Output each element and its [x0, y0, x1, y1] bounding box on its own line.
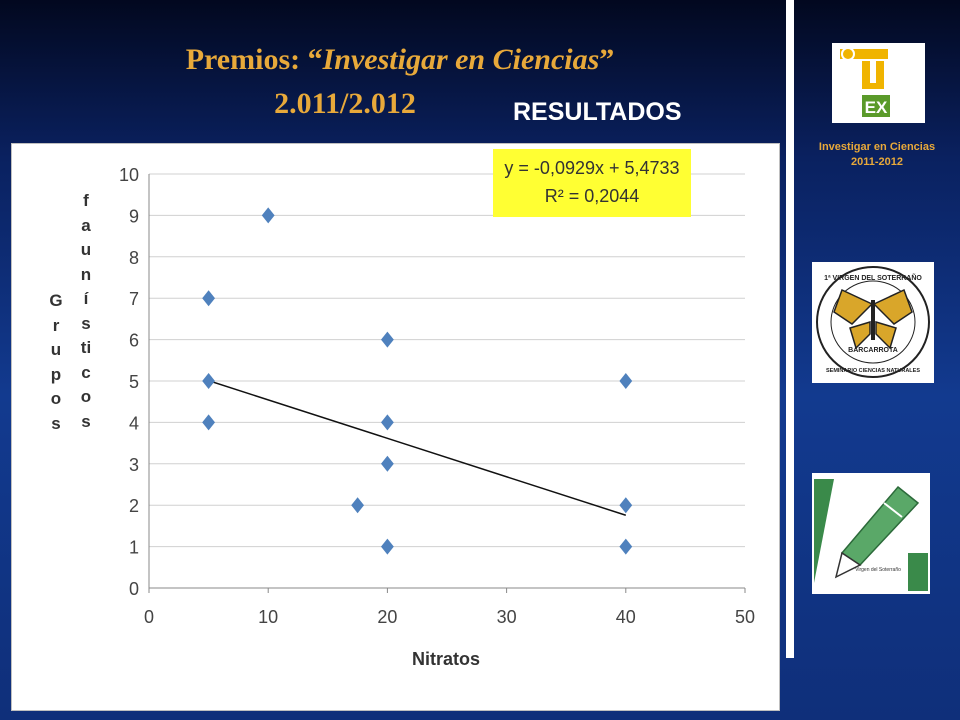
data-points	[202, 207, 633, 555]
x-tick-label: 30	[497, 607, 517, 627]
chart-panel: 0 1 2 3 4 5 6 7 8 9 10 0 10 20 30 40 50 y = -0,0929x + 5…	[11, 143, 780, 711]
scatter-chart: 0 1 2 3 4 5 6 7 8 9 10 0 10 20 30 40 50	[119, 165, 755, 627]
uex-logo-graphic: EX	[840, 47, 890, 117]
pen-logo-text: Virgen del Soterraño	[855, 567, 901, 573]
y-tick-label: 8	[129, 248, 139, 268]
x-tick-label: 0	[144, 607, 154, 627]
axes: 0 1 2 3 4 5 6 7 8 9 10 0 10 20 30 40 50	[119, 165, 755, 627]
data-point	[381, 538, 394, 555]
slide-subtitle: RESULTADOS	[513, 98, 682, 126]
title-italic: Investigar en Ciencias	[322, 43, 600, 76]
slide-title: Premios: “Investigar en Ciencias” 2.011/…	[60, 38, 740, 126]
sidebar-caption-line2: 2011-2012	[851, 156, 903, 168]
y-tick-label: 4	[129, 413, 139, 433]
gridlines	[149, 173, 745, 589]
y-tick-label: 3	[129, 455, 139, 475]
seminario-mid-text: BARCARROTA	[848, 347, 898, 354]
data-point	[261, 207, 275, 224]
data-point	[202, 414, 215, 431]
trendline	[208, 379, 627, 516]
title-year: 2.011/2.012	[274, 87, 416, 120]
title-suffix: ”	[599, 43, 615, 76]
data-point	[202, 290, 215, 307]
data-point	[381, 414, 394, 431]
y-tick-label: 1	[129, 538, 139, 558]
seminario-bottom-text: SEMINARIO CIENCIAS NATURALES	[826, 368, 920, 374]
y-tick-label: 10	[119, 165, 139, 185]
trendline-r2: R² = 0,2044	[544, 186, 640, 206]
y-tick-label: 0	[129, 579, 139, 599]
data-point	[619, 497, 633, 514]
trendline-equation-box: y = -0,0929x + 5,4733 R² = 0,2044	[493, 149, 691, 217]
pen-icon: Virgen del Soterraño	[814, 479, 928, 591]
data-point	[619, 373, 633, 389]
uex-logo-text: EX	[865, 98, 888, 117]
y-tick-label: 9	[129, 206, 139, 226]
y-axis-label-word2: faunísticos	[80, 191, 92, 431]
butterfly-emblem: 1ª VIRGEN DEL SOTERRAÑO BARCARROTA SEMIN…	[816, 266, 930, 378]
seminario-logo: 1ª VIRGEN DEL SOTERRAÑO BARCARROTA SEMIN…	[812, 262, 934, 383]
x-tick-label: 20	[377, 607, 397, 627]
sidebar-divider	[786, 0, 794, 658]
pen-logo: Virgen del Soterraño	[812, 473, 930, 594]
sidebar-caption-line1: Investigar en Ciencias	[818, 141, 936, 153]
y-tick-label: 2	[129, 496, 139, 516]
data-point	[381, 455, 394, 472]
trendline-equation: y = -0,0929x + 5,4733	[504, 158, 680, 178]
y-tick-label: 6	[129, 331, 139, 351]
trendline-layer	[208, 379, 627, 516]
x-tick-label: 50	[735, 607, 755, 627]
x-axis-label: Nitratos	[411, 649, 480, 669]
data-point	[381, 331, 394, 348]
x-tick-label: 40	[616, 607, 636, 627]
data-point	[619, 538, 633, 555]
x-tick-label: 10	[258, 607, 278, 627]
sidebar-caption: Investigar en Ciencias 2011-2012	[802, 140, 952, 170]
y-tick-label: 5	[129, 372, 139, 392]
seminario-top-text: 1ª VIRGEN DEL SOTERRAÑO	[824, 273, 922, 282]
data-point	[202, 373, 215, 389]
data-point	[351, 497, 364, 514]
sidebar: EX Investigar en Ciencias 2011-2012 1ª V…	[794, 0, 960, 720]
title-prefix: Premios: “	[185, 43, 323, 76]
y-axis-label-word1: Grupos	[49, 291, 63, 433]
y-tick-label: 7	[129, 289, 139, 309]
uex-logo: EX	[832, 43, 925, 123]
